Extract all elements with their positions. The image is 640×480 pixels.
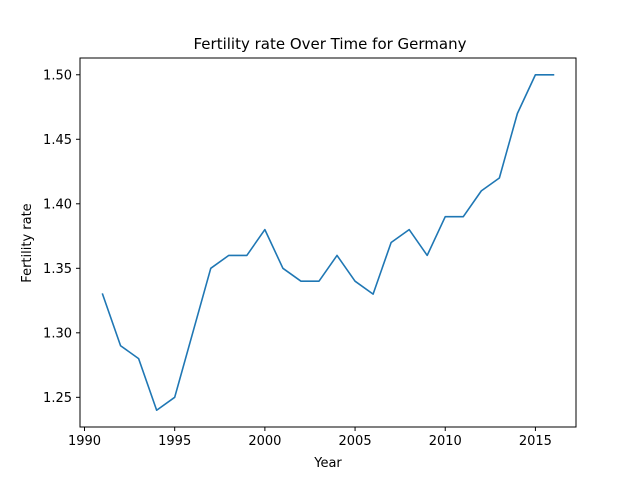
series-layer bbox=[101, 73, 555, 412]
series-line bbox=[101, 73, 555, 412]
y-tick-label: 1.40 bbox=[43, 197, 72, 212]
x-tick-label: 2010 bbox=[429, 434, 462, 449]
y-tick-label: 1.25 bbox=[43, 391, 72, 406]
x-tick-label: 2000 bbox=[248, 434, 281, 449]
y-tick-label: 1.35 bbox=[43, 262, 72, 277]
y-tick-label: 1.50 bbox=[43, 68, 72, 83]
y-axis-label: Fertility rate bbox=[20, 203, 35, 282]
chart-title: Fertility rate Over Time for Germany bbox=[193, 35, 466, 53]
x-axis-label: Year bbox=[313, 456, 342, 471]
x-tick-label: 1995 bbox=[158, 434, 191, 449]
x-axis-ticks: 1990 1995 2000 2005 2010 2015 bbox=[68, 427, 552, 449]
y-axis-ticks: 1.25 1.30 1.35 1.40 1.45 1.50 bbox=[43, 68, 80, 406]
y-tick-label: 1.30 bbox=[43, 326, 72, 341]
x-tick-label: 2015 bbox=[519, 434, 552, 449]
x-tick-label: 2005 bbox=[339, 434, 372, 449]
plot-frame bbox=[79, 57, 577, 428]
x-tick-label: 1990 bbox=[68, 434, 101, 449]
y-tick-label: 1.45 bbox=[43, 133, 72, 148]
